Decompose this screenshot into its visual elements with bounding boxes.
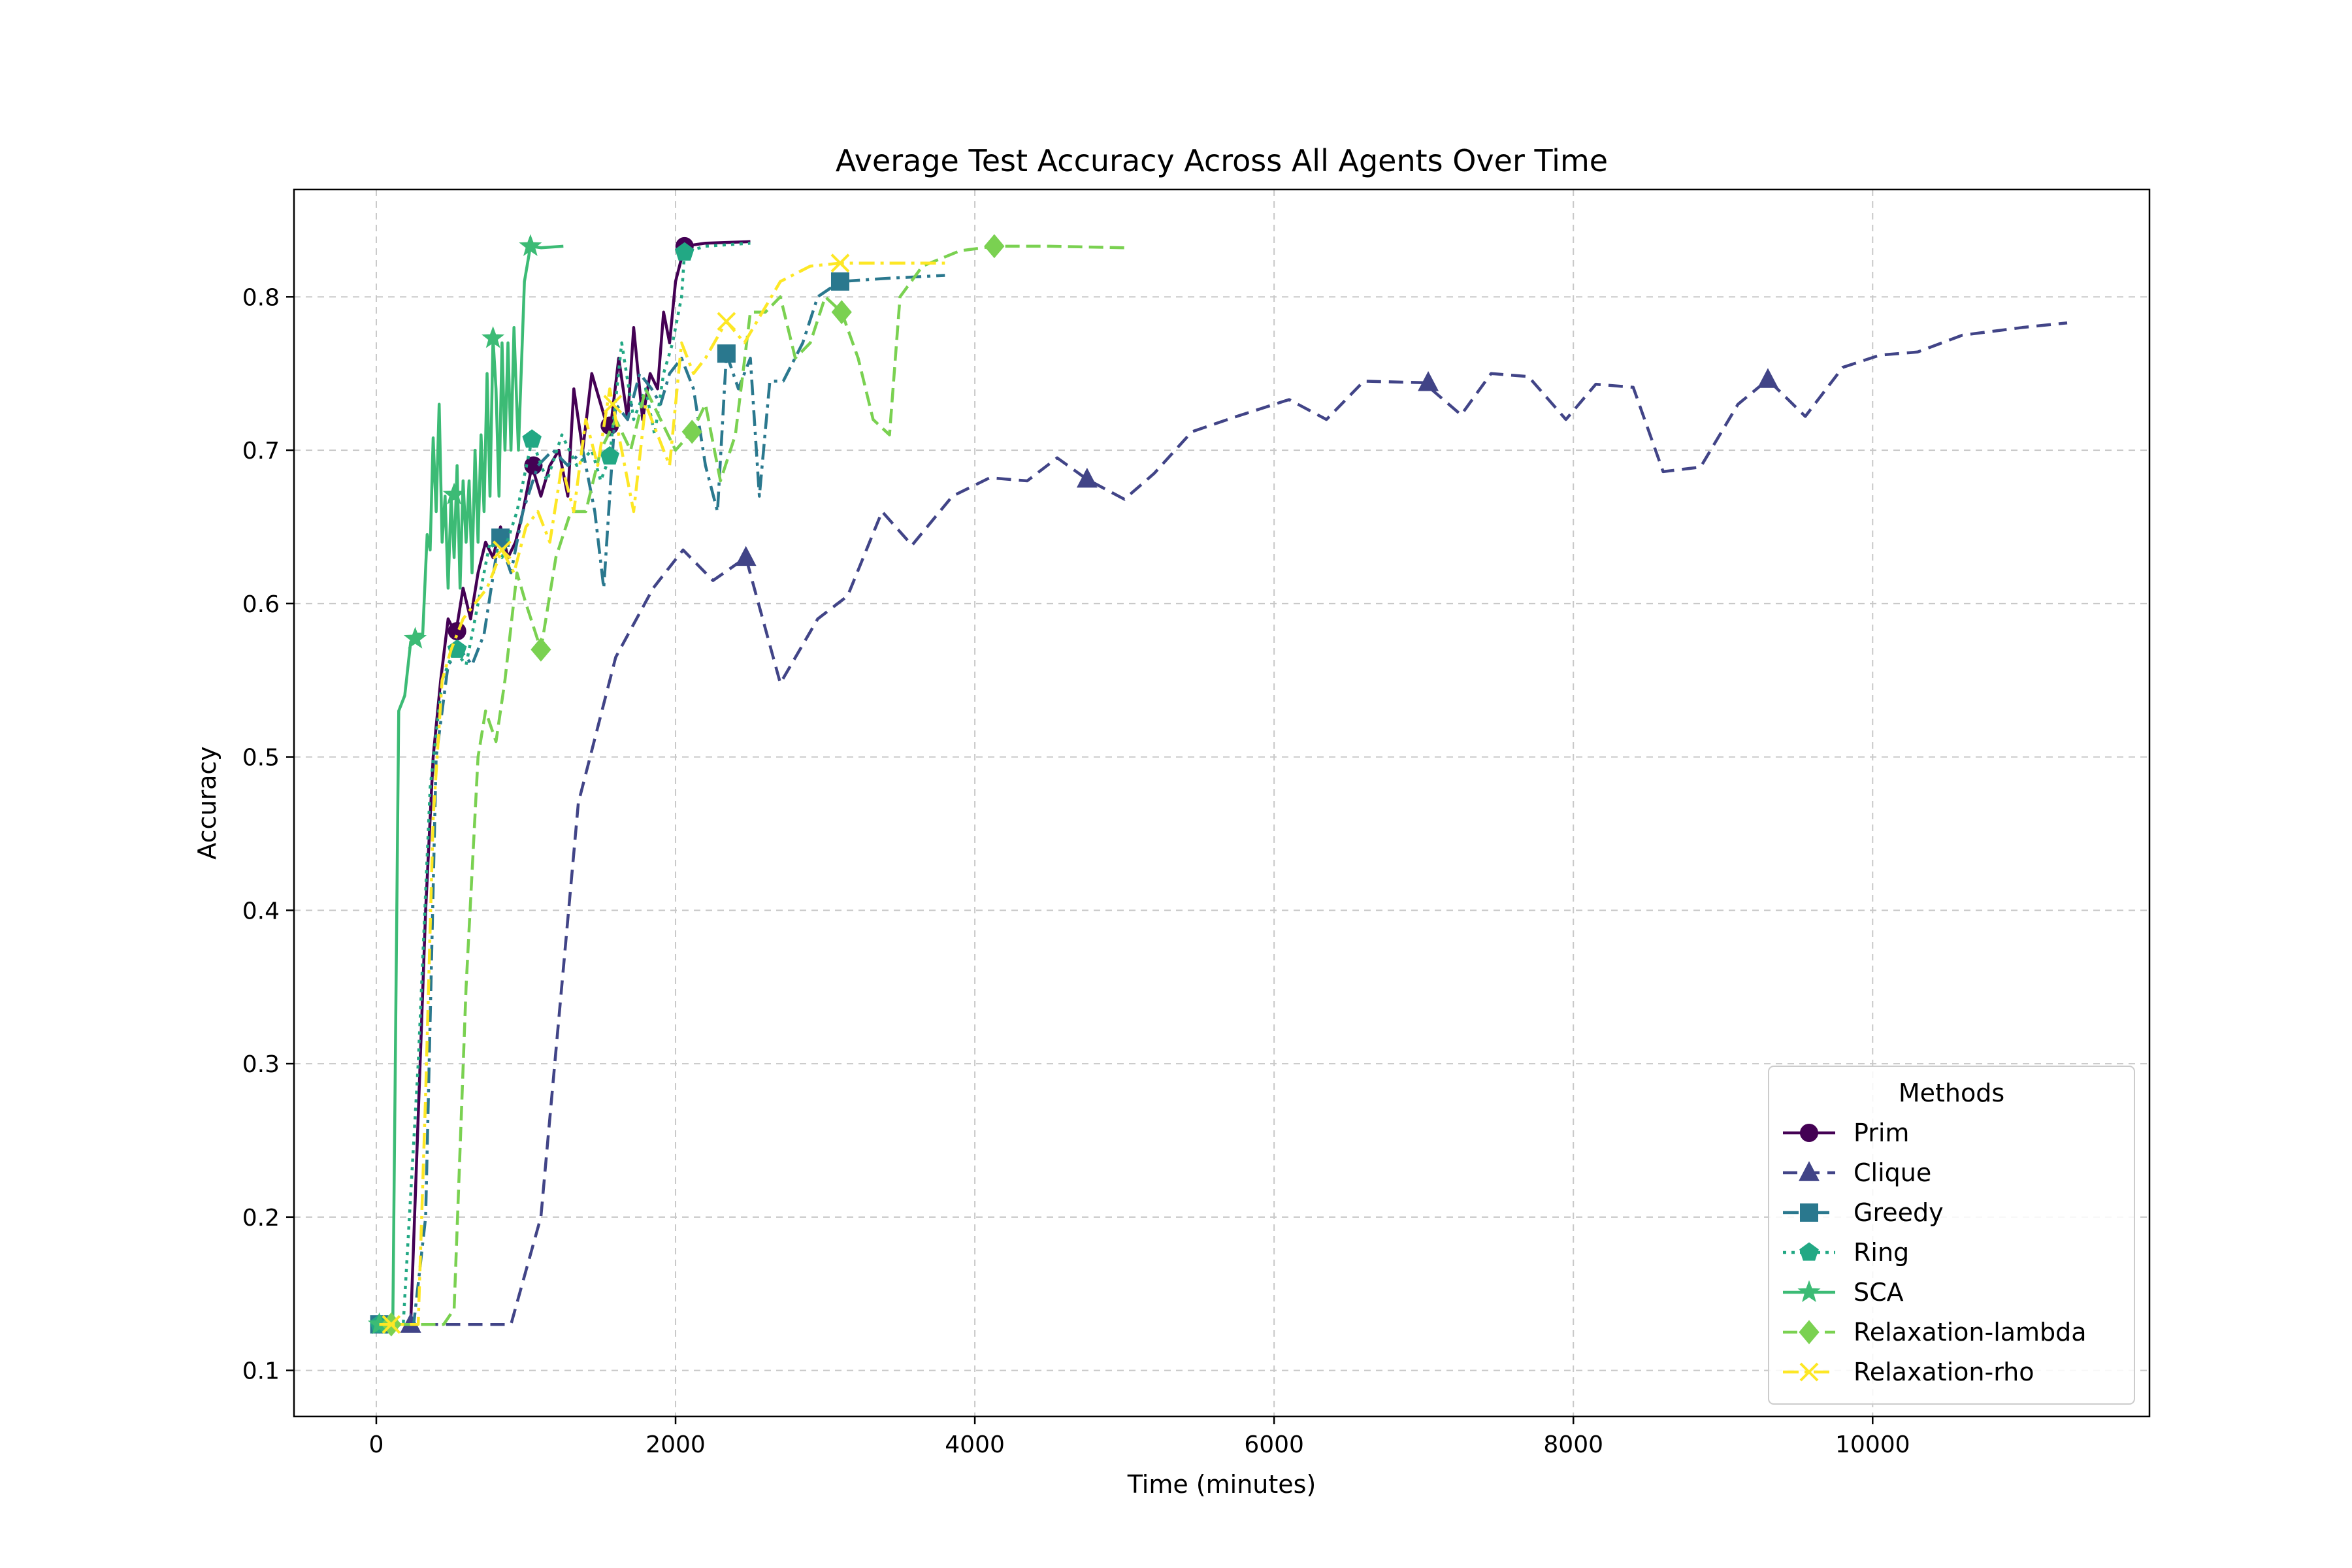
legend-label: Ring xyxy=(1854,1238,1909,1267)
legend-marker xyxy=(1799,1320,1820,1345)
series-line-relaxation-lambda xyxy=(379,244,1125,1326)
grid-lines xyxy=(294,189,2149,1416)
y-tick-label: 0.4 xyxy=(242,898,280,924)
data-point-ring xyxy=(674,242,694,261)
legend-marker xyxy=(1799,1362,1819,1382)
x-tick-label: 2000 xyxy=(645,1431,706,1458)
data-point-sca xyxy=(403,627,427,649)
data-point-ring xyxy=(600,446,620,465)
x-tick-label: 0 xyxy=(369,1431,384,1458)
legend-label: Relaxation-rho xyxy=(1854,1358,2034,1386)
data-point-relaxation-lambda xyxy=(984,234,1005,259)
data-point-clique xyxy=(735,546,757,566)
legend-marker xyxy=(1797,1280,1821,1302)
series-relaxation-rho xyxy=(379,253,945,1334)
x-axis-label: Time (minutes) xyxy=(1127,1470,1316,1499)
series-line-sca xyxy=(379,244,564,1326)
series-line-ring xyxy=(379,241,751,1326)
data-point-sca xyxy=(482,326,505,348)
x-tick-label: 8000 xyxy=(1543,1431,1603,1458)
legend: Methods Prim Clique Greedy Ring SCA Relaxation… xyxy=(1768,1066,2135,1405)
y-tick-label: 0.7 xyxy=(242,438,280,465)
y-tick-label: 0.1 xyxy=(242,1358,280,1385)
series-line-relaxation-rho xyxy=(379,261,945,1326)
data-point-prim xyxy=(524,456,543,475)
series-line-greedy xyxy=(379,274,945,1326)
legend-title: Methods xyxy=(1899,1079,2004,1107)
legend-marker xyxy=(1800,1124,1818,1142)
plot-frame xyxy=(293,188,2151,1418)
legend-label: Clique xyxy=(1854,1158,1931,1187)
legend-label: Prim xyxy=(1854,1119,1909,1147)
x-tick-label: 6000 xyxy=(1244,1431,1304,1458)
x-tick-label: 10000 xyxy=(1835,1431,1910,1458)
series-layer xyxy=(367,234,2068,1337)
data-point-greedy xyxy=(830,272,849,291)
data-point-clique xyxy=(1418,371,1439,391)
legend-item-relaxation-lambda: Relaxation-lambda xyxy=(1783,1318,2087,1347)
legend-label: Relaxation-lambda xyxy=(1854,1318,2087,1347)
legend-marker xyxy=(1800,1203,1818,1222)
series-line-prim xyxy=(379,240,751,1326)
legend-item-relaxation-rho: Relaxation-rho xyxy=(1783,1358,2034,1386)
data-point-relaxation-lambda xyxy=(831,300,852,325)
data-point-sca xyxy=(442,482,466,505)
data-point-ring xyxy=(522,429,542,448)
data-point-clique xyxy=(1757,368,1778,388)
data-point-relaxation-rho xyxy=(382,1315,401,1334)
data-point-relaxation-rho xyxy=(830,253,850,273)
chart-title: Average Test Accuracy Across All Agents … xyxy=(836,143,1608,178)
data-point-relaxation-rho xyxy=(603,395,623,414)
legend-label: Greedy xyxy=(1854,1198,1944,1227)
data-point-relaxation-rho xyxy=(717,312,736,331)
legend-marker xyxy=(1799,1242,1819,1261)
legend-item-ring: Ring xyxy=(1783,1238,1909,1267)
legend-item-greedy: Greedy xyxy=(1783,1198,1944,1227)
legend-box xyxy=(1768,1066,2135,1405)
axis-ticks: 0 2000 4000 6000 8000 10000 0.1 0.2 0.3 0.4 0.5 0.6… xyxy=(242,284,1910,1458)
legend-label: SCA xyxy=(1854,1278,1904,1307)
data-point-relaxation-lambda xyxy=(531,637,551,662)
x-tick-label: 4000 xyxy=(945,1431,1005,1458)
y-axis-label: Accuracy xyxy=(193,746,221,860)
y-tick-label: 0.2 xyxy=(242,1205,280,1232)
data-point-relaxation-lambda xyxy=(681,419,702,444)
legend-item-sca: SCA xyxy=(1783,1278,1904,1307)
data-point-relaxation-rho xyxy=(492,540,512,560)
y-tick-label: 0.6 xyxy=(242,591,280,618)
legend-item-prim: Prim xyxy=(1783,1119,1909,1147)
legend-marker xyxy=(1799,1161,1820,1181)
y-tick-label: 0.5 xyxy=(242,745,280,772)
y-tick-label: 0.8 xyxy=(242,284,280,311)
data-point-sca xyxy=(519,234,542,256)
legend-item-clique: Clique xyxy=(1783,1158,1931,1187)
data-point-clique xyxy=(1076,467,1098,488)
y-tick-label: 0.3 xyxy=(242,1051,280,1078)
data-point-greedy xyxy=(717,344,736,363)
